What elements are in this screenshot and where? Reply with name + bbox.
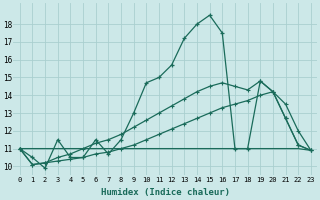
X-axis label: Humidex (Indice chaleur): Humidex (Indice chaleur)	[101, 188, 230, 197]
